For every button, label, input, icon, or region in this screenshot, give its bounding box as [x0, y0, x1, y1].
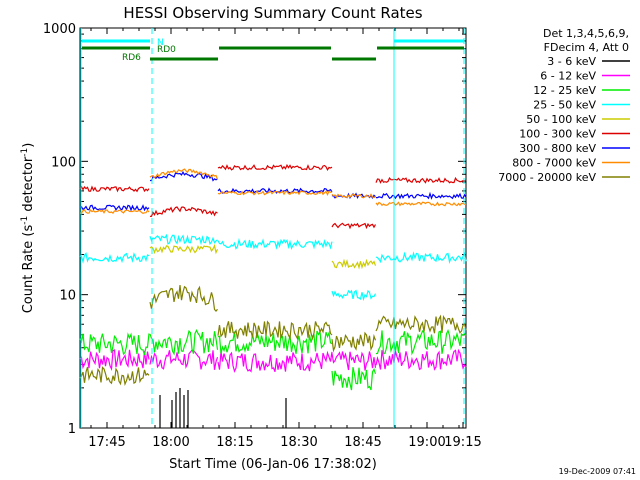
y-tick-label: 10 [59, 289, 76, 304]
x-axis-label: Start Time (06-Jan-06 17:38:02) [169, 457, 377, 472]
x-tick-label: 17:45 [88, 435, 125, 450]
legend-header: Det 1,3,4,5,6,9, [543, 27, 629, 40]
legend-entry-label: 25 - 50 keV [533, 99, 596, 112]
y-tick-label: 1 [68, 422, 76, 437]
y-axis-label-part2: detector [21, 156, 36, 216]
night-label: N [157, 38, 164, 48]
y-tick-label: 100 [51, 155, 76, 170]
legend-entry-label: 300 - 800 keV [519, 142, 596, 155]
legend-entry-label: 800 - 7000 keV [512, 157, 596, 170]
legend-entry-label: 50 - 100 keV [526, 113, 596, 126]
y-axis-label-sup1: -1 [20, 216, 30, 225]
footer-date: 19-Dec-2009 07:41 [559, 467, 636, 476]
series-line-25-50-kev [79, 233, 467, 302]
legend-header: FDecim 4, Att 0 [544, 41, 629, 54]
series-line-7000-20000-kev [79, 285, 467, 387]
legend-entry-label: 6 - 12 keV [540, 70, 596, 83]
series-line-300-800-kev [79, 170, 467, 212]
x-tick-label: 19:00 [408, 435, 445, 450]
series-group [79, 28, 467, 428]
y-axis-label-part3: ) [21, 143, 36, 148]
x-tick-label: 19:15 [444, 435, 481, 450]
series-line-50-100-kev [149, 243, 377, 270]
legend-entry-label: 100 - 300 keV [519, 128, 596, 141]
legend: Det 1,3,4,5,6,9,FDecim 4, Att 03 - 6 keV… [498, 27, 630, 184]
legend-entry-label: 7000 - 20000 keV [498, 171, 596, 184]
x-tick-label: 18:30 [280, 435, 317, 450]
x-tick-label: 18:15 [216, 435, 253, 450]
rd0-label: RD0 [157, 45, 176, 55]
series-line-3-6-kev [159, 388, 287, 428]
y-axis-label: Count Rate (s-1 detector-1) [20, 143, 36, 314]
legend-entry-label: 12 - 25 keV [533, 84, 596, 97]
legend-entry-label: 3 - 6 keV [547, 55, 596, 68]
chart-title: HESSI Observing Summary Count Rates [123, 4, 422, 22]
y-axis-label-part1: Count Rate (s [21, 225, 36, 314]
series-line-6-12-kev [79, 348, 467, 373]
x-tick-label: 18:45 [344, 435, 381, 450]
series-line-800-7000-kev [79, 168, 467, 214]
rd6-label: RD6 [122, 53, 141, 63]
y-axis-label-sup2: -1 [20, 148, 30, 157]
y-tick-label: 1000 [43, 22, 76, 37]
series-line-12-25-kev [79, 328, 467, 391]
plot-frame [79, 27, 467, 429]
x-tick-label: 18:00 [152, 435, 189, 450]
series-line-100-300-kev [79, 163, 467, 230]
